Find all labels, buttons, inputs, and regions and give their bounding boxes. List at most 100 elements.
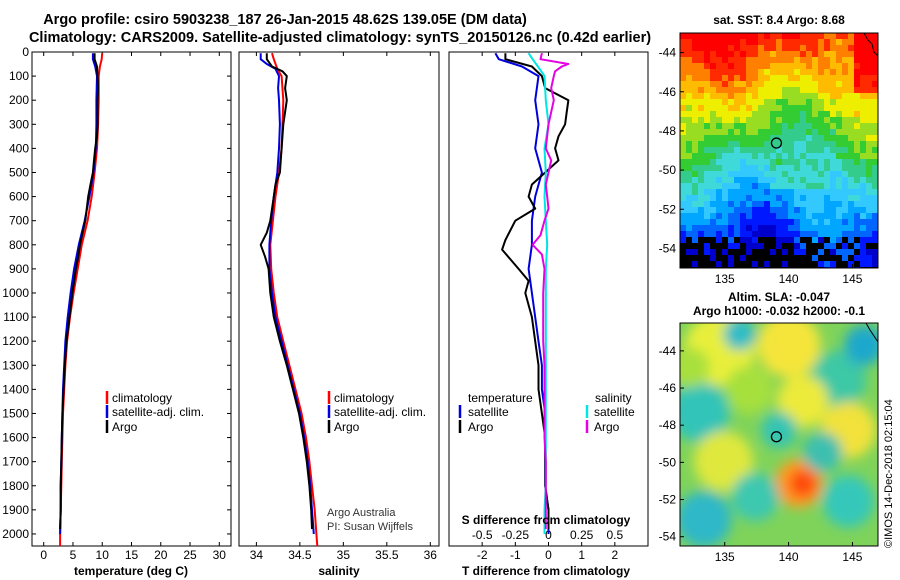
sst-cell bbox=[842, 93, 849, 100]
sst-cell bbox=[842, 153, 849, 160]
sst-cell bbox=[686, 51, 693, 58]
sst-cell bbox=[782, 135, 789, 142]
credit-pi: PI: Susan Wijffels bbox=[327, 521, 413, 533]
sst-cell bbox=[800, 207, 807, 214]
sst-cell bbox=[680, 129, 687, 136]
sst-cell bbox=[860, 237, 867, 244]
sst-cell bbox=[818, 33, 825, 40]
depth-tick-label: 1400 bbox=[2, 382, 29, 396]
sst-cell bbox=[776, 153, 783, 160]
sst-cell bbox=[722, 105, 729, 112]
sst-cell bbox=[824, 153, 831, 160]
sst-cell bbox=[794, 237, 801, 244]
sst-cell bbox=[686, 123, 693, 130]
sst-cell bbox=[752, 219, 759, 226]
sst-cell bbox=[704, 111, 711, 118]
sst-cell bbox=[830, 165, 837, 172]
sst-cell bbox=[680, 153, 687, 160]
x-tick-label: 0.25 bbox=[570, 528, 594, 542]
sst-cell bbox=[710, 39, 717, 46]
sst-cell bbox=[860, 57, 867, 64]
sst-cell bbox=[854, 39, 861, 46]
sst-cell bbox=[866, 75, 873, 82]
sst-cell bbox=[818, 135, 825, 142]
sst-cell bbox=[848, 171, 855, 178]
sst-cell bbox=[680, 39, 687, 46]
sst-cell bbox=[752, 243, 759, 250]
sst-cell bbox=[806, 45, 813, 52]
sst-cell bbox=[764, 39, 771, 46]
sst-cell bbox=[776, 171, 783, 178]
sst-cell bbox=[770, 63, 777, 70]
sst-cell bbox=[728, 51, 735, 58]
x-tick-label: 0 bbox=[40, 548, 47, 562]
sst-cell bbox=[764, 75, 771, 82]
sst-cell bbox=[872, 33, 878, 40]
sst-cell bbox=[830, 183, 837, 190]
sst-cell bbox=[854, 171, 861, 178]
sst-cell bbox=[800, 69, 807, 76]
sst-cell bbox=[740, 141, 747, 148]
sst-cell bbox=[752, 141, 759, 148]
sst-cell bbox=[770, 33, 777, 40]
sst-cell bbox=[770, 75, 777, 82]
sst-cell bbox=[788, 123, 795, 130]
sst-cell bbox=[788, 93, 795, 100]
sst-cell bbox=[698, 135, 705, 142]
sst-cell bbox=[782, 63, 789, 70]
sst-cell bbox=[842, 195, 849, 202]
sst-cell bbox=[830, 93, 837, 100]
sst-cell bbox=[818, 237, 825, 244]
sst-cell bbox=[848, 39, 855, 46]
sst-cell bbox=[830, 177, 837, 184]
sst-cell bbox=[848, 213, 855, 220]
sst-cell bbox=[686, 213, 693, 220]
sst-cell bbox=[758, 159, 765, 166]
sst-cell bbox=[806, 183, 813, 190]
sst-cell bbox=[752, 39, 759, 46]
sst-cell bbox=[752, 45, 759, 52]
depth-tick-label: 2000 bbox=[2, 527, 29, 541]
sst-cell bbox=[788, 81, 795, 88]
sst-cell bbox=[722, 45, 729, 52]
sst-longitude-ticks: 135 140 145 bbox=[715, 264, 863, 286]
sst-cell bbox=[776, 105, 783, 112]
sst-cell bbox=[782, 117, 789, 124]
sst-cell bbox=[740, 213, 747, 220]
sst-cell bbox=[740, 189, 747, 196]
lon-tick-label: 135 bbox=[715, 272, 735, 286]
x-tick-label: 35 bbox=[337, 548, 351, 562]
sst-cell bbox=[830, 243, 837, 250]
sst-cell bbox=[680, 117, 687, 124]
sst-cell bbox=[806, 69, 813, 76]
sst-cell bbox=[782, 243, 789, 250]
sst-cell bbox=[746, 201, 753, 208]
sst-cell bbox=[812, 57, 819, 64]
sst-cell bbox=[728, 261, 735, 268]
sst-cell bbox=[734, 75, 741, 82]
sst-cell bbox=[776, 195, 783, 202]
sst-cell bbox=[842, 105, 849, 112]
sst-cell bbox=[680, 147, 687, 154]
temperature-series bbox=[59, 53, 104, 546]
sst-cell bbox=[788, 153, 795, 160]
sst-cell bbox=[812, 45, 819, 52]
sst-cell bbox=[758, 99, 765, 106]
sst-cell bbox=[698, 183, 705, 190]
sst-cell bbox=[758, 177, 765, 184]
sst-cell bbox=[770, 183, 777, 190]
sla-latitude-ticks: -44 -46 -48 -50 -52 -54 bbox=[659, 344, 684, 544]
sst-cell bbox=[866, 255, 873, 262]
sst-cell bbox=[758, 87, 765, 94]
sst-cell bbox=[686, 69, 693, 76]
sst-cell bbox=[758, 183, 765, 190]
sst-cell bbox=[704, 201, 711, 208]
sst-cell bbox=[692, 135, 699, 142]
sst-cell bbox=[782, 33, 789, 40]
sst-cell bbox=[866, 39, 873, 46]
sst-cell bbox=[842, 261, 849, 268]
sst-cell bbox=[758, 147, 765, 154]
sst-cell bbox=[752, 81, 759, 88]
sst-cell bbox=[728, 183, 735, 190]
sst-cell bbox=[698, 45, 705, 52]
